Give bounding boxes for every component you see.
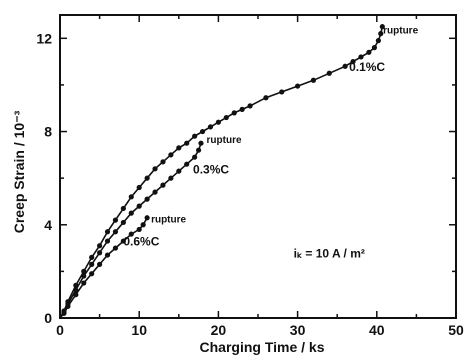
x-tick-label: 20 [211, 322, 227, 338]
x-axis-title: Charging Time / ks [200, 339, 325, 355]
plot-frame [59, 14, 457, 319]
data-point [207, 124, 214, 130]
data-point [61, 310, 67, 316]
data-point [198, 140, 204, 146]
y-tick-label: 12 [36, 30, 52, 46]
data-point [112, 217, 119, 223]
data-point [144, 196, 150, 202]
data-point [65, 303, 71, 309]
data-point [279, 89, 285, 95]
data-point [199, 128, 206, 135]
data-point [89, 254, 95, 260]
data-point [176, 145, 182, 151]
data-point [140, 222, 146, 228]
data-point [97, 250, 103, 256]
axis-ticks: 0 10 20 30 40 50 0 4 8 12 [36, 15, 464, 338]
data-point [104, 229, 111, 235]
data-point [378, 31, 384, 37]
annotation-label: iₖ = 10 A / m² [294, 246, 365, 260]
data-point [160, 182, 166, 188]
data-point [120, 219, 126, 226]
data-point [97, 261, 103, 267]
data-point [350, 59, 356, 65]
axes [59, 14, 457, 319]
data-point [176, 168, 182, 174]
data-point [184, 161, 190, 167]
x-tick-label: 50 [448, 322, 464, 338]
data-point [192, 154, 198, 160]
data-point [295, 83, 301, 89]
y-tick-label: 4 [44, 217, 52, 233]
data-point [263, 95, 269, 101]
data-point [152, 166, 158, 172]
data-point [239, 106, 245, 112]
data-point [128, 210, 134, 216]
data-point [104, 252, 111, 258]
data-point [192, 133, 198, 139]
data-point [128, 231, 134, 237]
data-point [136, 203, 142, 209]
data-point [120, 238, 126, 244]
data-point [112, 229, 119, 235]
annotation-label: 0.3%C [193, 162, 229, 176]
y-tick-label: 0 [44, 310, 52, 326]
y-axis-title: Creep Strain / 10⁻³ [11, 110, 27, 233]
data-point [358, 54, 364, 60]
rupture-label: rupture [151, 214, 186, 225]
data-point [144, 215, 150, 221]
data-point [375, 38, 381, 44]
data-point [73, 292, 79, 298]
rupture-label: rupture [383, 26, 418, 37]
annotation-label: 0.6%C [123, 235, 159, 249]
data-point [136, 226, 142, 233]
data-point [160, 159, 166, 165]
data-point [310, 77, 317, 83]
data-point [379, 24, 385, 30]
annotations: rupture 0.1%C rupture 0.3%C rupture 0.6%C iₖ =… [123, 26, 418, 261]
series-line [59, 217, 148, 319]
data-point [152, 189, 158, 195]
data-point [371, 45, 378, 51]
annotation-label: 0.1%C [349, 60, 385, 74]
x-tick-label: 10 [131, 322, 147, 338]
series-2 [59, 215, 150, 319]
series-layer [59, 24, 385, 319]
data-point [168, 175, 174, 181]
data-point [128, 194, 134, 200]
data-point [184, 140, 190, 146]
data-point [366, 49, 372, 55]
x-tick-label: 0 [56, 322, 64, 338]
data-point [120, 205, 126, 212]
data-point [112, 245, 119, 251]
data-point [223, 114, 229, 121]
y-tick-label: 8 [44, 124, 52, 140]
data-point [89, 261, 95, 267]
data-point [81, 268, 87, 274]
x-tick-label: 40 [369, 322, 385, 338]
data-point [89, 271, 95, 277]
data-point [168, 152, 174, 158]
data-point [231, 110, 237, 116]
data-point [81, 273, 87, 279]
data-point [104, 238, 111, 244]
data-point [81, 280, 87, 286]
data-point [215, 119, 221, 125]
data-point [326, 70, 332, 76]
rupture-label: rupture [207, 135, 242, 146]
data-point [247, 103, 253, 109]
data-point [196, 147, 202, 153]
series-1 [59, 140, 204, 319]
data-point [136, 184, 142, 191]
data-point [97, 243, 103, 249]
data-point [342, 63, 348, 69]
data-point [144, 175, 150, 181]
x-tick-label: 30 [290, 322, 306, 338]
